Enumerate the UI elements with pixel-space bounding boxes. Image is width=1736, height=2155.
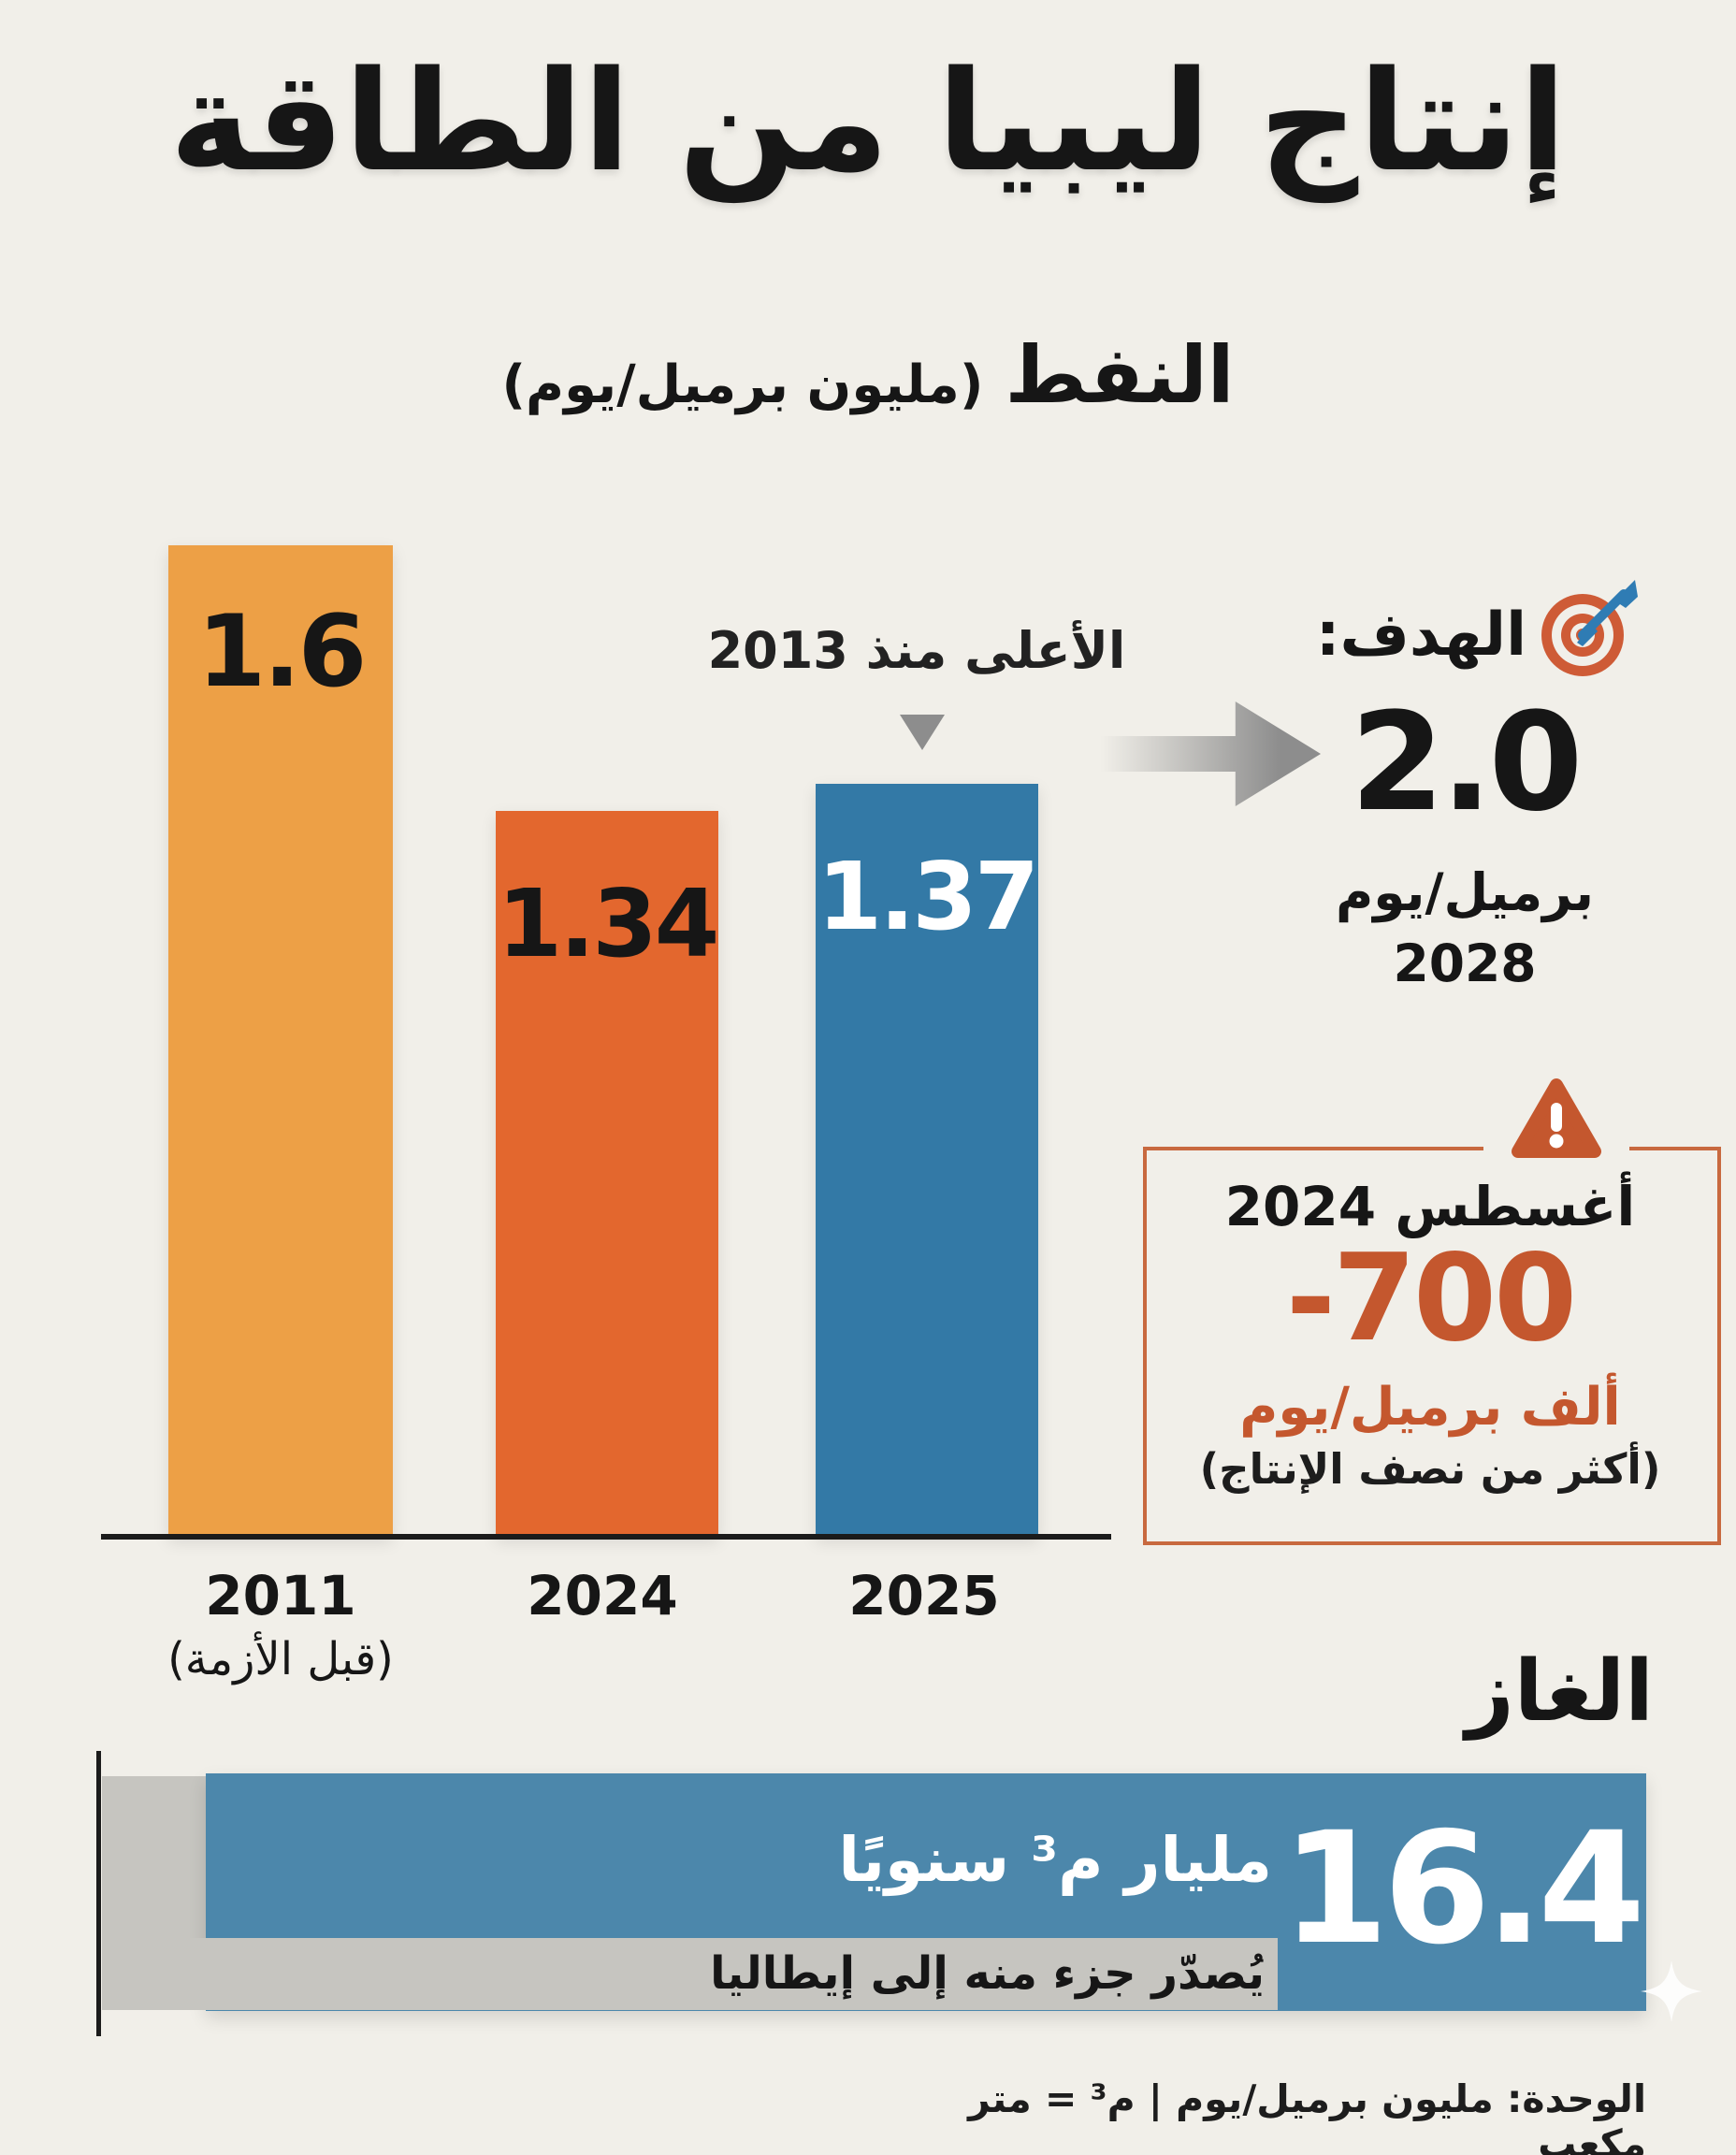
footer-units-note: الوحدة: مليون برميل/يوم | م³ = متر مكعب [968, 2076, 1646, 2155]
bar-2024: 1.34 [496, 811, 720, 1537]
page-title: إنتاج ليبيا من الطاقة [169, 41, 1568, 202]
gas-axis-line [96, 1751, 101, 2036]
warning-period: أغسطس 2024 [1224, 1175, 1636, 1238]
xlabel-2011-note: (قبل الأزمة) [167, 1633, 394, 1685]
target-unit: برميل/يوم [1336, 862, 1594, 922]
warning-note: (أكثر من نصف الإنتاج) [1199, 1444, 1661, 1494]
right-arrow-icon [1096, 701, 1321, 806]
gas-unit: مليار م³ سنويًا [838, 1824, 1272, 1896]
bar-2025-value: 1.37 [817, 842, 1040, 951]
gas-value: 16.4 [1281, 1799, 1645, 1978]
warning-unit: ألف برميل/يوم [1239, 1377, 1621, 1438]
bar-2025: 1.37 [816, 784, 1040, 1537]
target-year: 2028 [1393, 933, 1537, 993]
xlabel-2011: 2011 [205, 1564, 356, 1627]
x-axis-line [101, 1534, 1111, 1540]
target-value: 2.0 [1350, 684, 1584, 842]
warning-value: -700 [1285, 1229, 1577, 1368]
bar-2011: 1.6 [168, 545, 393, 1537]
down-triangle-icon [900, 715, 945, 750]
peak-annotation: الأعلى منذ 2013 [707, 621, 1126, 680]
sparkle-icon [1641, 1960, 1702, 2022]
bar-2011-value: 1.6 [196, 594, 368, 709]
oil-unit-label: (مليون برميل/يوم) [501, 354, 984, 415]
oil-subtitle: النفط (مليون برميل/يوم) [0, 329, 1736, 421]
xlabel-2025: 2025 [848, 1564, 1000, 1627]
oil-heading: النفط [1005, 329, 1235, 421]
dartboard-target-icon [1541, 580, 1638, 676]
target-label: الهدف: [1315, 600, 1526, 670]
gas-heading: الغاز [1465, 1642, 1654, 1741]
warning-triangle-icon [1512, 1078, 1601, 1158]
bar-2024-value: 1.34 [497, 869, 720, 978]
warning-box [1143, 1147, 1721, 1545]
gas-note: يُصدّر جزء منه إلى إيطاليا [102, 1938, 1278, 2010]
xlabel-2024: 2024 [527, 1564, 678, 1627]
